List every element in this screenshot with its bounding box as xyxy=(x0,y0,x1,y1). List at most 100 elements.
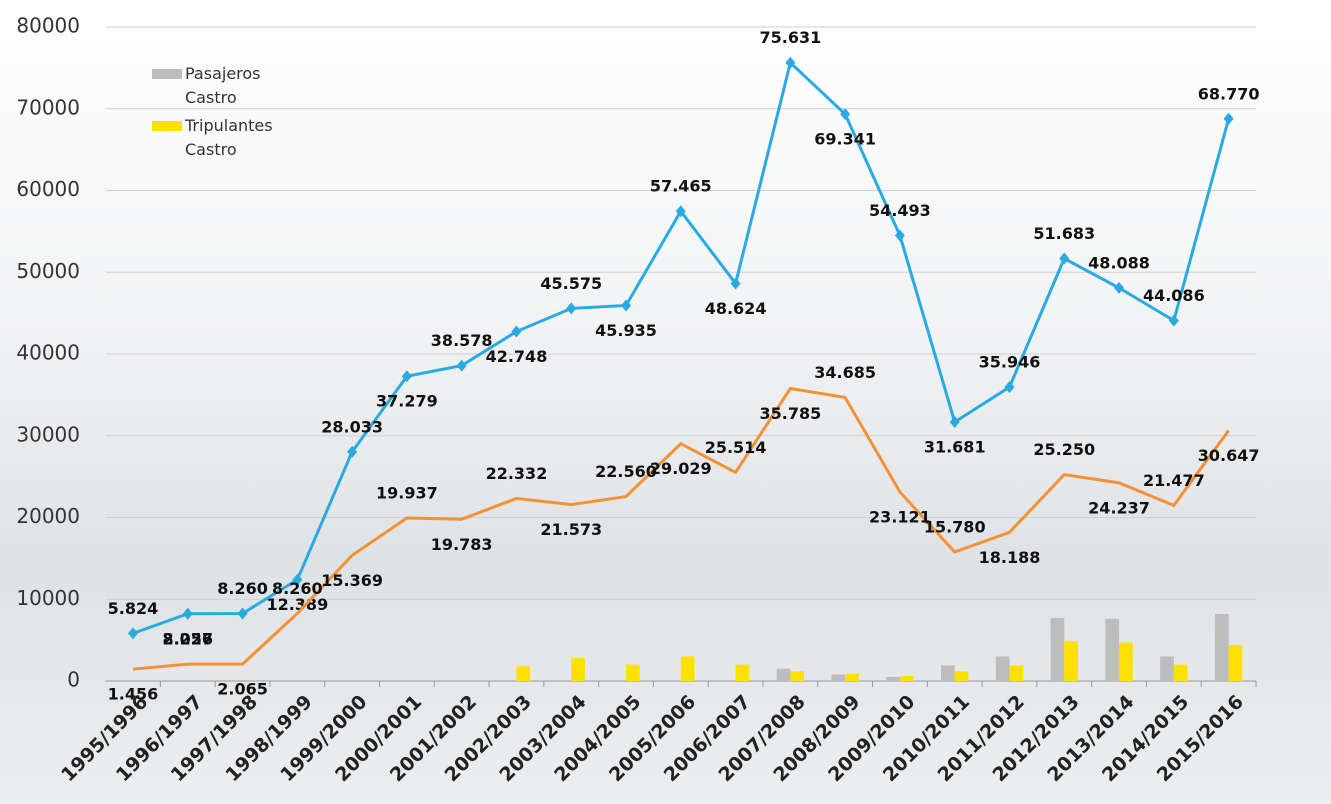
bar xyxy=(571,658,585,681)
bar xyxy=(516,666,531,681)
data-label: 30.647 xyxy=(1198,446,1260,465)
bar xyxy=(1050,618,1065,681)
bar xyxy=(790,671,805,681)
y-tick-label: 0 xyxy=(67,668,80,692)
data-label: 75.631 xyxy=(759,28,821,47)
marker xyxy=(292,573,303,586)
y-tick-label: 30000 xyxy=(16,422,80,446)
marker xyxy=(1223,112,1234,125)
marker xyxy=(1168,314,1179,327)
marker xyxy=(675,205,686,218)
data-label: 21.573 xyxy=(540,520,602,539)
marker xyxy=(566,302,577,315)
line xyxy=(132,386,1230,671)
data-label: 19.783 xyxy=(431,535,493,554)
bar xyxy=(831,674,846,681)
data-label: 18.188 xyxy=(979,548,1041,567)
data-label: 42.748 xyxy=(486,347,548,366)
legend-swatch xyxy=(152,121,182,131)
bar xyxy=(899,676,914,681)
marker xyxy=(127,627,138,640)
data-label: 38.578 xyxy=(431,331,493,350)
y-tick-label: 50000 xyxy=(16,259,80,283)
data-label: 35.785 xyxy=(759,404,821,423)
marker xyxy=(237,607,248,620)
bar xyxy=(954,671,969,681)
data-label: 54.493 xyxy=(869,201,931,220)
legend-item: Tripulantes Castro xyxy=(152,116,295,162)
bar xyxy=(1064,640,1078,681)
data-label: 45.935 xyxy=(595,321,657,340)
data-label: 34.685 xyxy=(814,363,876,382)
data-label: 29.029 xyxy=(650,459,712,478)
bar xyxy=(680,656,695,681)
marker xyxy=(621,299,632,312)
data-label: 8.226 xyxy=(162,629,213,648)
data-label: 68.770 xyxy=(1198,84,1260,103)
data-label: 57.465 xyxy=(650,177,712,196)
data-label: 28.033 xyxy=(321,417,383,436)
legend-label: Pasajeros Castro xyxy=(185,64,261,107)
data-label: 12.389 xyxy=(266,595,328,614)
marker xyxy=(401,370,412,383)
data-label: 25.250 xyxy=(1033,440,1095,459)
bar xyxy=(1173,664,1188,681)
bar xyxy=(776,668,791,681)
bar xyxy=(735,664,750,681)
data-label: 22.332 xyxy=(486,464,548,483)
data-label: 35.946 xyxy=(979,353,1041,372)
marker xyxy=(1059,252,1070,265)
data-label: 45.575 xyxy=(540,274,602,293)
data-label: 37.279 xyxy=(376,392,438,411)
data-label: 19.937 xyxy=(376,484,438,503)
y-tick-label: 70000 xyxy=(16,95,80,119)
marker xyxy=(182,607,193,620)
data-label: 1.456 xyxy=(108,685,159,704)
marker xyxy=(511,325,522,338)
data-label: 51.683 xyxy=(1033,224,1095,243)
data-label: 2.057 xyxy=(162,630,213,649)
y-tick-label: 40000 xyxy=(16,341,80,365)
line xyxy=(132,59,1231,635)
data-label: 15.780 xyxy=(924,517,986,536)
y-tick-label: 80000 xyxy=(16,14,80,38)
data-label: 25.514 xyxy=(705,438,767,457)
marker xyxy=(894,229,905,242)
marker xyxy=(1114,281,1125,294)
data-label: 15.369 xyxy=(321,571,383,590)
data-label: 48.088 xyxy=(1088,253,1150,272)
bar xyxy=(1214,613,1229,681)
bar xyxy=(995,656,1010,681)
data-label: 69.341 xyxy=(814,130,876,149)
data-label: 5.824 xyxy=(108,599,159,618)
bar xyxy=(845,673,859,681)
legend-swatch xyxy=(152,69,182,79)
data-label: 23.121 xyxy=(869,507,931,526)
bar xyxy=(626,664,640,681)
data-label: 8.260 xyxy=(272,579,323,598)
data-label: 48.624 xyxy=(705,299,767,318)
bar xyxy=(1009,665,1024,681)
marker xyxy=(347,445,358,458)
marker xyxy=(840,108,851,121)
data-label: 44.086 xyxy=(1143,286,1205,305)
data-label: 22.560 xyxy=(595,462,657,481)
data-label: 31.681 xyxy=(924,438,986,457)
marker xyxy=(1004,381,1015,394)
y-tick-label: 10000 xyxy=(16,586,80,610)
bar xyxy=(886,676,900,681)
y-tick-label: 60000 xyxy=(16,177,80,201)
bar xyxy=(1160,656,1174,681)
data-label: 2.065 xyxy=(217,680,268,699)
bar xyxy=(1105,618,1120,681)
data-label: 24.237 xyxy=(1088,498,1150,517)
legend-label: Tripulantes Castro xyxy=(185,116,273,159)
marker xyxy=(456,359,467,372)
legend-item: Pasajeros Castro xyxy=(152,64,295,110)
marker xyxy=(949,416,960,429)
bar xyxy=(941,665,955,681)
marker xyxy=(730,277,741,290)
legend: Pasajeros Castro Tripulantes Castro xyxy=(152,64,295,168)
data-label: 21.477 xyxy=(1143,471,1205,490)
